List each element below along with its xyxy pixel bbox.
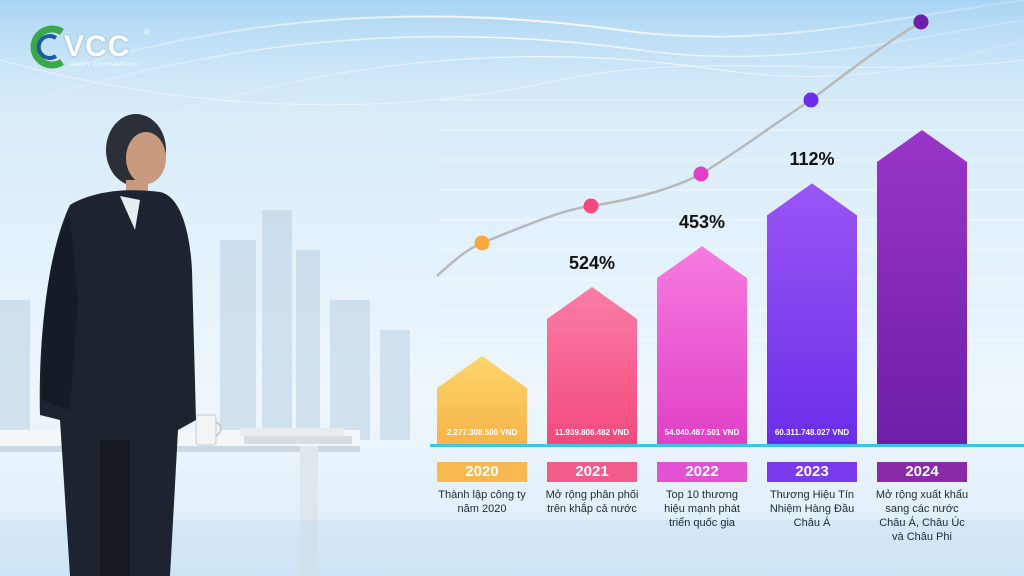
year-badge-2020: 2020 (437, 462, 527, 482)
brand-name: VCC (64, 30, 131, 63)
bar-2024 (877, 130, 967, 444)
registered-mark: ® (144, 28, 150, 37)
brand-tagline: HAPPY COOPERATION (70, 62, 138, 68)
milestone-description-2021: Mở rộng phân phối trên khắp cả nước (545, 489, 639, 515)
bar-2020 (437, 356, 527, 444)
businessman-illustration (39, 114, 196, 576)
milestone-description-2023: Thương Hiệu Tín Nhiệm Hàng Đầu Châu Á (769, 489, 855, 529)
bar-value-label-2021: 11.939.808.482 VND (554, 428, 630, 437)
year-badge-2024: 2024 (877, 462, 967, 482)
milestone-description-2020: Thành lập công ty năm 2020 (438, 489, 526, 515)
bar-2021 (547, 287, 637, 444)
growth-label-2021: 524% (568, 253, 616, 273)
bar-2023 (767, 183, 857, 444)
brand-logo: VCC ® HAPPY COOPERATION (26, 24, 156, 72)
growth-label-2022: 453% (678, 212, 726, 233)
trend-dot-2022 (693, 166, 709, 182)
trend-dot-2024 (913, 14, 929, 30)
bar-value-label-2023: 60.311.748.027 VND (774, 428, 850, 437)
trend-dot-2023 (803, 92, 819, 108)
chart-baseline (430, 444, 1024, 447)
trend-dot-2020 (474, 235, 490, 251)
milestone-description-2022: Top 10 thương hiệu mạnh phát triển quốc … (664, 489, 740, 529)
year-badge-2023: 2023 (767, 462, 857, 482)
bar-2022 (657, 246, 747, 444)
trend-dot-2021 (583, 198, 599, 214)
year-badge-2021: 2021 (547, 462, 637, 482)
milestone-description-2024: Mở rộng xuất khẩu sang các nước Châu Á, … (875, 489, 969, 543)
bar-value-label-2022: 54.040.487.501 VND (664, 428, 740, 437)
year-badge-2022: 2022 (657, 462, 747, 482)
growth-label-2023: 112% (789, 149, 835, 170)
bar-value-label-2020: 2.277.308.500 VND (446, 428, 518, 437)
vcc-logo-icon (30, 25, 64, 69)
